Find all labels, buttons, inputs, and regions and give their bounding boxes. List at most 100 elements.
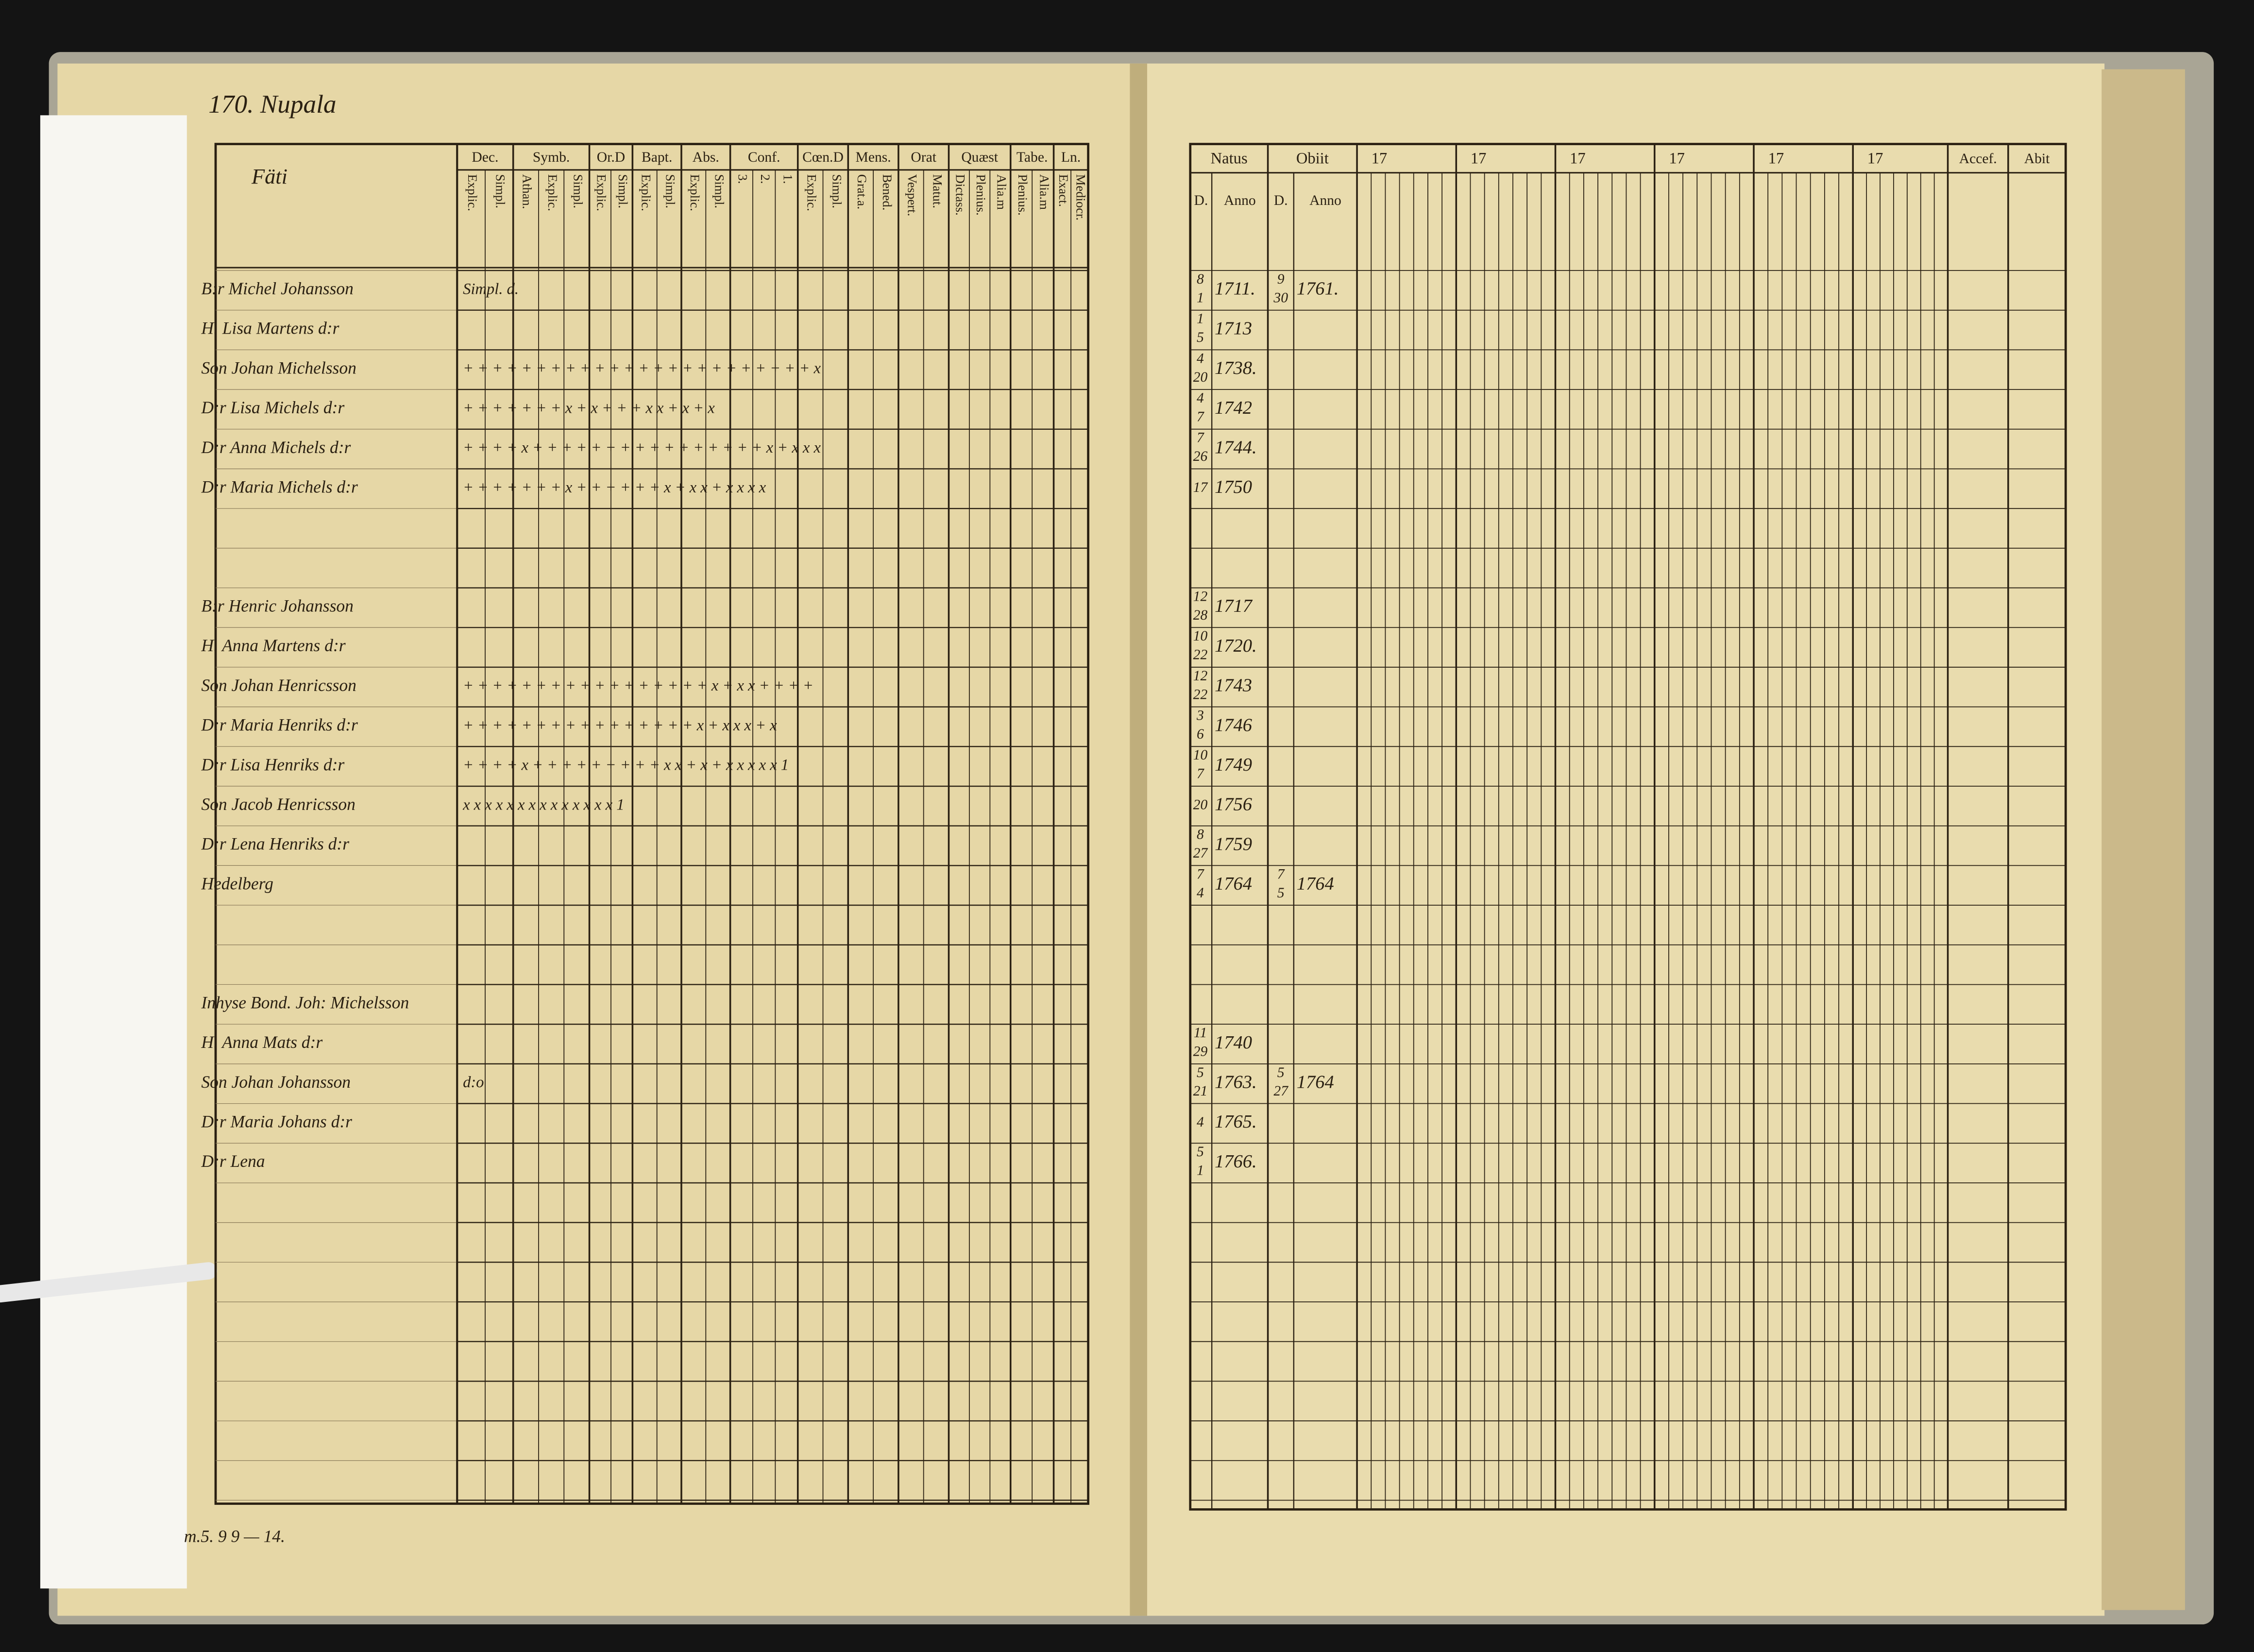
person-name: D:r Anna Michels d:r bbox=[201, 438, 351, 457]
page-title: 170. Nupala bbox=[208, 90, 336, 118]
day: 21 bbox=[1193, 1083, 1208, 1099]
day: 5 bbox=[1197, 1065, 1204, 1080]
page-edges bbox=[2101, 69, 2185, 1610]
year: 1713 bbox=[1215, 318, 1252, 338]
sub-header: Athan. bbox=[520, 174, 535, 209]
sub-header: Alia.m bbox=[1037, 174, 1051, 210]
person-name: B:r Michel Johansson bbox=[201, 279, 354, 298]
day: 1 bbox=[1197, 311, 1204, 327]
year: 1756 bbox=[1215, 794, 1253, 815]
day: 8 bbox=[1197, 827, 1204, 843]
day: 5 bbox=[1277, 885, 1285, 901]
catechism-marks: Simpl. d. bbox=[463, 280, 519, 298]
day: 8 bbox=[1197, 271, 1204, 287]
day: 12 bbox=[1193, 668, 1208, 684]
year: 1743 bbox=[1215, 675, 1252, 696]
person-name: D:r Lena Henriks d:r bbox=[201, 834, 349, 854]
year-header: 17 bbox=[1669, 150, 1685, 168]
person-name: H. Anna Mats d:r bbox=[201, 1032, 322, 1052]
sub-header: Exact. bbox=[1056, 174, 1071, 207]
sub-header: 3. bbox=[736, 174, 750, 184]
day: 17 bbox=[1193, 480, 1208, 495]
year: 1717 bbox=[1215, 596, 1253, 616]
person-name: D:r Lisa Henriks d:r bbox=[201, 755, 344, 774]
group-header: Ln. bbox=[1061, 150, 1081, 165]
year: 1749 bbox=[1215, 755, 1252, 775]
day: 27 bbox=[1273, 1083, 1288, 1099]
group-header: Conf. bbox=[748, 150, 780, 165]
person-name: Hedelberg bbox=[201, 874, 273, 893]
sub-header: 2. bbox=[758, 174, 773, 184]
gutter bbox=[1130, 63, 1147, 1616]
day: 20 bbox=[1193, 370, 1208, 385]
sub-header: Bened. bbox=[880, 174, 895, 211]
sub-header: Simpl. bbox=[663, 174, 678, 208]
sub-header: Explic. bbox=[639, 174, 653, 211]
person-name: Son Johan Michelsson bbox=[201, 358, 356, 377]
day: 5 bbox=[1197, 330, 1204, 345]
year: 1742 bbox=[1215, 398, 1252, 418]
day: 7 bbox=[1197, 866, 1204, 882]
year: 1720. bbox=[1215, 636, 1257, 656]
sub-header: Matut. bbox=[930, 174, 945, 208]
group-header: Obiit bbox=[1296, 150, 1329, 168]
sub-header: Simpl. bbox=[571, 174, 585, 208]
sub-header: Simpl. bbox=[493, 174, 508, 208]
person-name: H. Lisa Martens d:r bbox=[201, 319, 339, 338]
year-header: 17 bbox=[1372, 150, 1388, 168]
day: 28 bbox=[1193, 607, 1208, 623]
group-header: Or.D bbox=[597, 150, 625, 165]
day: 5 bbox=[1197, 1144, 1204, 1160]
day: 4 bbox=[1197, 1114, 1204, 1130]
sub-header: Alia.m bbox=[994, 174, 1009, 210]
day: 4 bbox=[1197, 351, 1204, 366]
day: 7 bbox=[1197, 430, 1204, 446]
sub-header: Dictass. bbox=[953, 174, 968, 216]
year: 1744. bbox=[1215, 437, 1257, 457]
sub-header: Explic. bbox=[804, 174, 819, 211]
group-header: Dec. bbox=[472, 150, 498, 165]
year: 1738. bbox=[1215, 358, 1257, 378]
day: 7 bbox=[1277, 866, 1285, 882]
sub-header: Explic. bbox=[594, 174, 609, 211]
day: 7 bbox=[1197, 409, 1204, 425]
day: 9 bbox=[1277, 271, 1285, 287]
right-page bbox=[1138, 63, 2105, 1616]
day: 11 bbox=[1194, 1025, 1207, 1041]
catechism-marks: + + + + + + + x + x + + + x x + x + x bbox=[463, 399, 715, 417]
person-name: Son Johan Johansson bbox=[201, 1072, 351, 1092]
year-header: 17 bbox=[1867, 150, 1883, 168]
group-header: Orat bbox=[911, 150, 936, 165]
day: 1 bbox=[1197, 290, 1204, 305]
catechism-marks: + + + + + + + x + + + + + + x + x x + x … bbox=[463, 479, 766, 496]
group-header: Cœn.D bbox=[802, 150, 844, 165]
group-header: Mens. bbox=[856, 150, 891, 165]
day: 4 bbox=[1197, 390, 1204, 406]
group-header: Tabe. bbox=[1017, 150, 1048, 165]
column-header: Accef. bbox=[1959, 151, 1997, 167]
year: 1750 bbox=[1215, 477, 1252, 497]
column-header: Fäti bbox=[251, 164, 288, 188]
day: 12 bbox=[1193, 589, 1208, 604]
year-header: 17 bbox=[1471, 150, 1487, 168]
day: 22 bbox=[1193, 687, 1208, 702]
year: 1740 bbox=[1215, 1032, 1252, 1053]
day: 4 bbox=[1197, 885, 1204, 901]
sub-header: Simpl. bbox=[830, 174, 844, 208]
person-name: Son Jacob Henricsson bbox=[201, 794, 355, 814]
catechism-marks: x x x x x x x x x x x x x x 1 bbox=[462, 796, 624, 813]
sub-header: 1. bbox=[780, 174, 795, 184]
sub-header: D. bbox=[1274, 193, 1288, 208]
person-name: D:r Lena bbox=[201, 1151, 265, 1171]
year-header: 17 bbox=[1768, 150, 1784, 168]
sub-header: Simpl. bbox=[616, 174, 630, 208]
day: 20 bbox=[1193, 797, 1208, 813]
white-strip bbox=[40, 115, 187, 1589]
sub-header: D. bbox=[1194, 193, 1208, 208]
sub-header: Simpl. bbox=[712, 174, 727, 208]
year: 1764 bbox=[1215, 874, 1252, 894]
sub-header: Anno bbox=[1224, 193, 1256, 208]
year: 1761. bbox=[1297, 279, 1339, 299]
